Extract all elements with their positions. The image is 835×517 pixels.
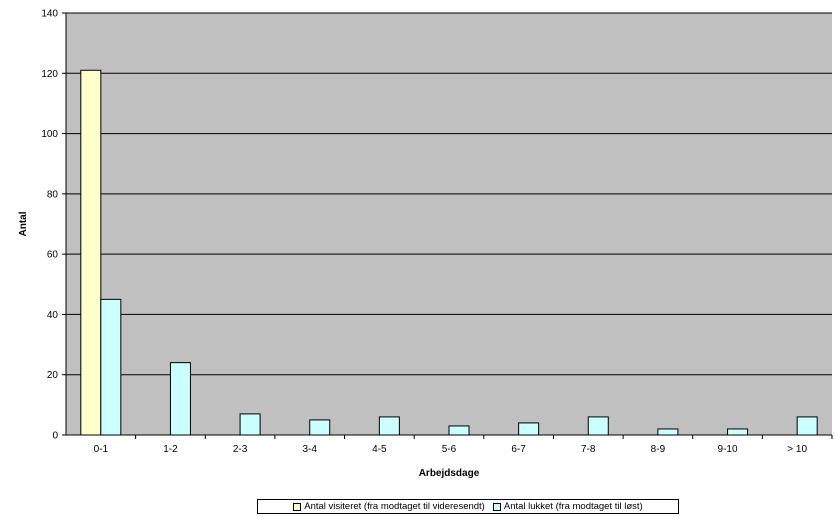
plot-area bbox=[66, 13, 832, 435]
y-axis-title: Antal bbox=[18, 211, 29, 236]
x-tick-label: 6-7 bbox=[511, 444, 526, 455]
y-tick-label: 120 bbox=[41, 69, 58, 80]
x-tick-label: 3-4 bbox=[303, 444, 318, 455]
y-tick-label: 100 bbox=[41, 129, 58, 140]
legend-swatch-lukket bbox=[492, 502, 501, 511]
x-tick-label: 8-9 bbox=[651, 444, 666, 455]
bar-lukket bbox=[657, 428, 679, 436]
x-tick-labels: 0-1 1-2 2-3 3-4 4-5 5-6 6-7 7-8 8-9 9-10 > 10 bbox=[94, 435, 833, 455]
y-tick-label: 140 bbox=[41, 9, 58, 20]
x-tick-label: 1-2 bbox=[163, 444, 178, 455]
y-tick-label: 20 bbox=[47, 370, 59, 381]
bar-lukket bbox=[518, 422, 540, 436]
x-tick-label: 4-5 bbox=[372, 444, 387, 455]
bar-lukket bbox=[309, 419, 331, 436]
axes bbox=[65, 13, 832, 436]
y-tick-label: 40 bbox=[47, 310, 59, 321]
bars bbox=[80, 69, 818, 436]
x-tick-label: 7-8 bbox=[581, 444, 596, 455]
legend-item-lukket: Antal lukket (fra modtaget til løst) bbox=[492, 501, 643, 512]
legend: Antal visiteret (fra modtaget til videre… bbox=[257, 499, 679, 514]
bar-lukket bbox=[378, 416, 400, 436]
bar-lukket bbox=[448, 425, 470, 436]
x-tick-label: 2-3 bbox=[233, 444, 248, 455]
bar-lukket bbox=[796, 416, 818, 436]
bar-lukket bbox=[239, 413, 261, 436]
legend-item-visiteret: Antal visiteret (fra modtaget til videre… bbox=[293, 501, 485, 512]
legend-label-visiteret: Antal visiteret (fra modtaget til videre… bbox=[304, 501, 485, 512]
y-tick-label: 80 bbox=[47, 189, 59, 200]
legend-label-lukket: Antal lukket (fra modtaget til løst) bbox=[503, 501, 643, 512]
legend-swatch-visiteret bbox=[293, 502, 302, 511]
y-tick-label: 0 bbox=[52, 431, 58, 442]
x-axis-title: Arbejdsdage bbox=[419, 468, 480, 479]
bar-visiteret bbox=[80, 69, 102, 436]
bar-lukket bbox=[169, 362, 191, 436]
x-tick-label: 9-10 bbox=[718, 444, 738, 455]
bar-lukket bbox=[587, 416, 609, 436]
y-tick-labels: 0 20 40 60 80 100 120 140 bbox=[41, 9, 66, 442]
x-tick-label: 5-6 bbox=[442, 444, 457, 455]
y-tick-label: 60 bbox=[47, 250, 59, 261]
bar-lukket bbox=[727, 428, 749, 436]
bar-lukket bbox=[100, 298, 122, 436]
x-tick-label: 0-1 bbox=[94, 444, 109, 455]
x-tick-label: > 10 bbox=[787, 444, 807, 455]
gridlines bbox=[66, 12, 832, 376]
